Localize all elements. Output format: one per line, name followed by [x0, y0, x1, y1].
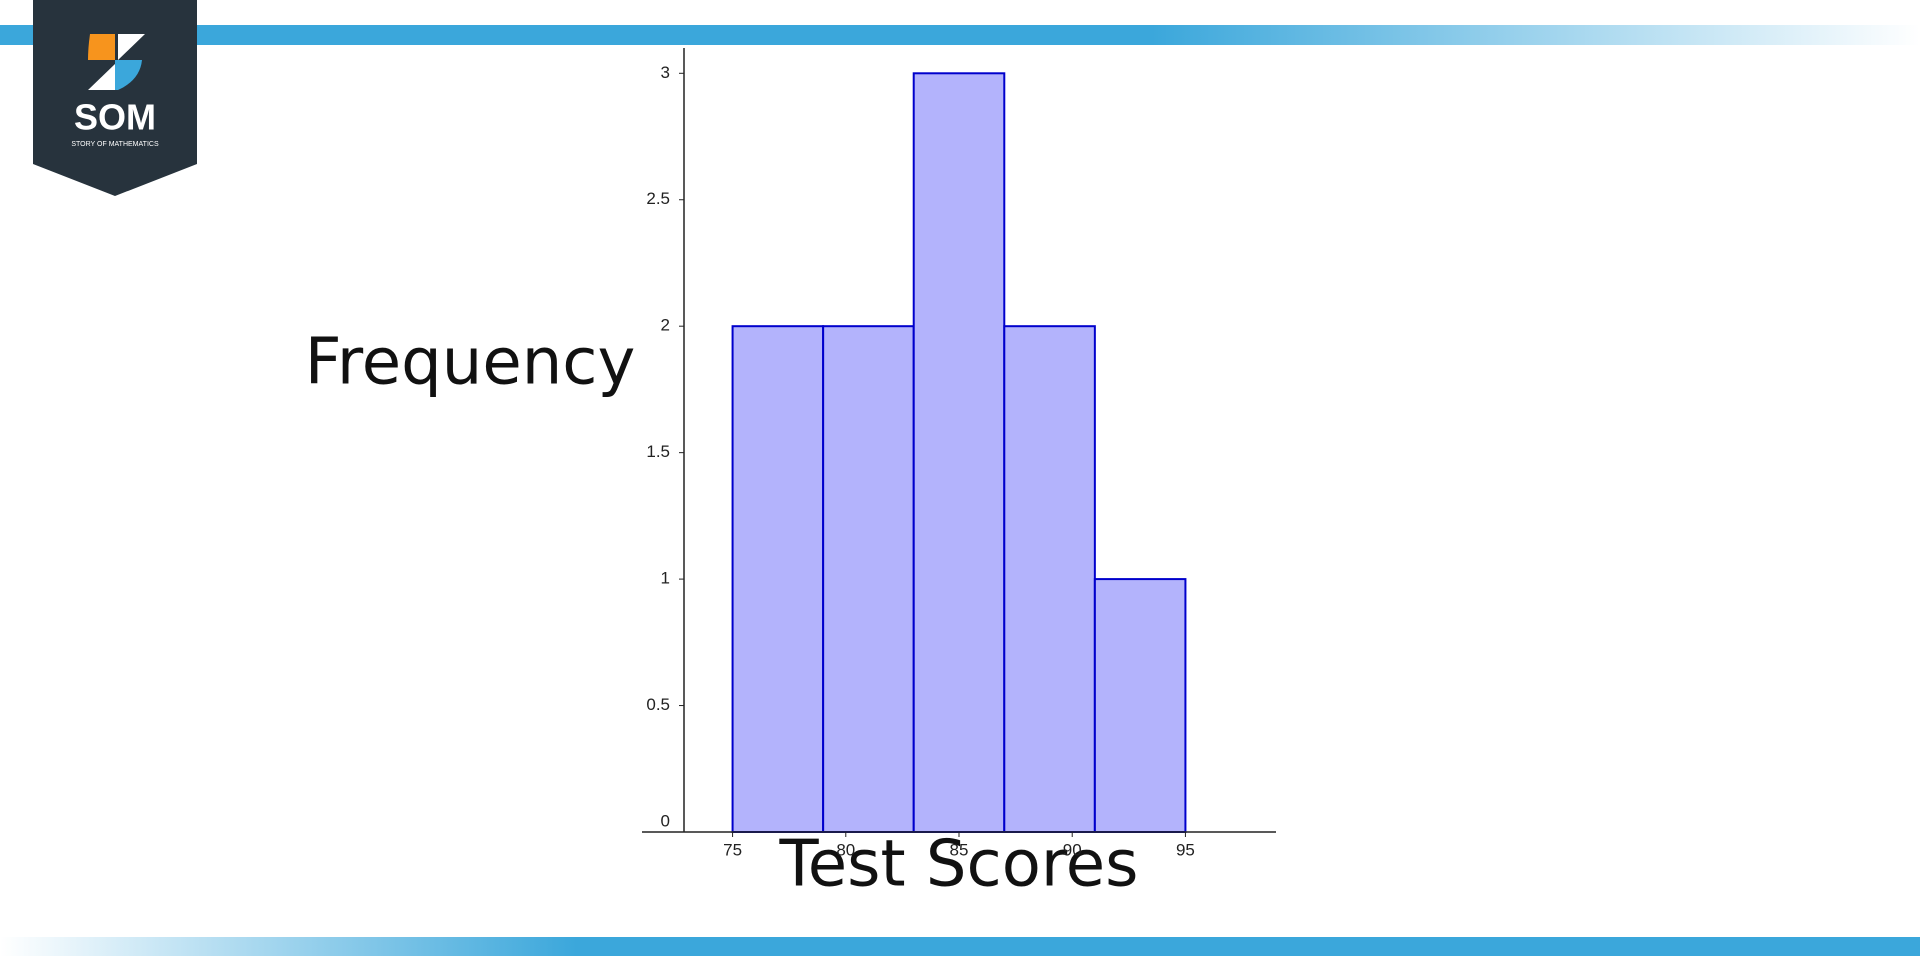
y-axis-label: Frequency: [305, 326, 636, 400]
bar: [1003, 325, 1096, 833]
logo: SOM STORY OF MATHEMATICS: [33, 0, 197, 196]
bottom-band: [0, 937, 1920, 956]
logo-name: SOM: [74, 97, 156, 138]
logo-mark: [115, 60, 142, 90]
logo-tagline: STORY OF MATHEMATICS: [71, 141, 159, 148]
top-band: [0, 25, 1920, 45]
bar: [912, 72, 1006, 833]
x-tick-label: 90: [1063, 840, 1082, 859]
bar: [1093, 578, 1187, 834]
y-tick-label: 1: [661, 569, 670, 588]
x-tick-label: 80: [836, 840, 855, 859]
y-tick-label: 1.5: [646, 442, 670, 461]
y-tick-label: 3: [661, 63, 670, 82]
logo-badge: [33, 0, 197, 196]
logo-mark: [88, 34, 115, 60]
y-tick-label: 0.5: [646, 695, 670, 714]
x-tick-label: 95: [1176, 840, 1195, 859]
bar: [731, 325, 825, 833]
y-tick-label: 0: [661, 811, 670, 830]
y-tick-label: 2.5: [646, 189, 670, 208]
x-axis-label: Test Scores: [779, 828, 1139, 902]
x-tick-label: 85: [950, 840, 969, 859]
x-tick-label: 75: [723, 840, 742, 859]
y-tick-label: 2: [661, 316, 670, 335]
bar: [822, 325, 915, 833]
